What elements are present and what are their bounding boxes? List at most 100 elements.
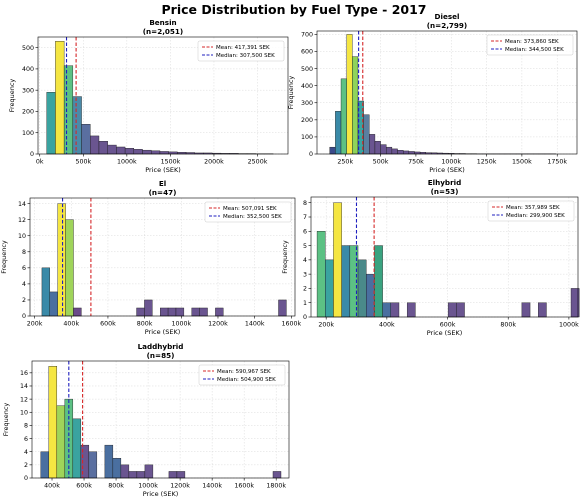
x-tick-label: 1000k	[559, 322, 579, 329]
legend-box	[486, 34, 574, 56]
legend-box	[487, 200, 575, 222]
legend: Mean: 590,967 SEK Median: 504,900 SEK	[198, 364, 286, 386]
y-tick-label: 300	[301, 100, 313, 107]
x-tick-label: 800k	[500, 322, 516, 329]
x-tick-label: 1000k	[117, 159, 137, 166]
x-tick-label: 800k	[108, 483, 124, 490]
histogram-bar	[57, 203, 66, 317]
x-tick-label: 2000k	[204, 159, 224, 166]
histogram-bar	[521, 302, 531, 318]
histogram-bar	[90, 135, 100, 155]
histogram-bar	[176, 471, 186, 479]
x-tick-label: 0k	[36, 159, 44, 166]
subplot-subtitle: (n=53)	[431, 187, 459, 196]
histogram-bar	[538, 302, 547, 318]
y-tick-label: 100	[22, 130, 34, 137]
x-tick-label: 1000k	[171, 321, 191, 328]
legend: Mean: 357,989 SEK Median: 299,900 SEK	[487, 200, 575, 222]
histogram-bar	[73, 307, 82, 317]
x-tick-label: 1000k	[138, 483, 158, 490]
histogram-bar	[390, 302, 400, 318]
y-axis-label: Frequency	[287, 76, 295, 110]
x-axis-label: Price (SEK)	[143, 490, 179, 498]
histogram-bar	[369, 134, 376, 155]
histogram-bar	[366, 273, 375, 318]
histogram-bar	[397, 150, 404, 155]
x-axis-label: Price (SEK)	[429, 166, 465, 174]
subplot-title: Elhybrid	[428, 178, 461, 187]
histogram-bar	[447, 302, 457, 318]
histogram-bar	[72, 96, 82, 155]
subplot-title: Bensin	[149, 18, 176, 27]
x-axis-label: Price (SEK)	[427, 329, 463, 337]
legend-mean-label: Mean: 507,091 SEK	[223, 206, 277, 212]
legend-mean-label: Mean: 417,391 SEK	[216, 45, 270, 51]
subplot-subtitle: (n=2,051)	[143, 27, 183, 36]
histogram-bar	[144, 299, 153, 317]
histogram-bar	[325, 259, 334, 318]
y-tick-label: 6	[22, 265, 26, 272]
legend: Mean: 507,091 SEK Median: 352,500 SEK	[204, 201, 292, 223]
subplot-title: El	[159, 179, 166, 188]
y-tick-label: 3	[303, 271, 307, 278]
subplot-diesel: 0 100 200 300 400 500 600 700 250k 500k 750k 1000k 1…	[287, 12, 578, 174]
histogram-bar	[56, 405, 66, 479]
legend-median-label: Median: 504,900 SEK	[217, 377, 276, 383]
y-tick-label: 100	[301, 134, 313, 141]
subplot-title: Diesel	[435, 12, 460, 21]
x-tick-label: 750k	[408, 159, 424, 166]
y-axis-label: Frequency	[2, 403, 10, 437]
y-tick-label: 14	[18, 201, 26, 208]
histogram-bar	[402, 150, 410, 155]
histogram-bar	[133, 149, 143, 155]
histogram-bar	[346, 34, 353, 155]
histogram-bar	[408, 151, 415, 155]
histogram-bar	[168, 471, 178, 479]
histogram-bar	[391, 148, 398, 155]
histogram-bar	[81, 124, 91, 155]
y-axis-label: Frequency	[0, 240, 8, 274]
histogram-bar	[374, 245, 383, 318]
axes-frame	[29, 197, 296, 317]
y-tick-label: 500	[301, 66, 313, 73]
y-tick-label: 700	[301, 32, 313, 39]
histogram-bar	[316, 231, 326, 318]
histogram-bar	[340, 78, 347, 155]
histogram-bar	[386, 146, 393, 155]
histogram-bar	[104, 444, 114, 479]
histogram-bar	[136, 307, 145, 317]
y-tick-label: 12	[20, 396, 28, 403]
y-tick-label: 300	[22, 87, 34, 94]
y-tick-label: 0	[30, 151, 34, 158]
y-tick-label: 8	[24, 423, 28, 430]
x-tick-label: 1800k	[266, 483, 286, 490]
histogram-bar	[40, 451, 50, 479]
x-tick-label: 400k	[63, 321, 79, 328]
y-axis-label: Frequency	[8, 79, 16, 113]
subplot-elhybrid: 0 1 2 3 4 5 6 7 8 200k 400k 600k 800k 1000k Price (SEK…	[281, 178, 580, 337]
histogram-bar	[382, 302, 391, 318]
y-tick-label: 200	[22, 109, 34, 116]
y-tick-label: 2	[303, 286, 307, 293]
y-tick-label: 0	[303, 314, 307, 321]
histogram-bar	[278, 299, 287, 317]
x-tick-label: 500k	[373, 159, 389, 166]
histogram-bar	[333, 202, 342, 318]
y-tick-label: 0	[309, 151, 313, 158]
y-tick-label: 500	[22, 45, 34, 52]
histogram-bar	[98, 141, 108, 155]
y-axis-label: Frequency	[281, 240, 289, 274]
y-tick-label: 4	[24, 449, 28, 456]
histogram-bar	[374, 140, 381, 155]
histogram-bar	[357, 259, 367, 318]
histogram-bar	[142, 149, 152, 155]
legend-median-label: Median: 352,500 SEK	[223, 214, 282, 220]
histogram-bar	[414, 151, 421, 155]
x-tick-label: 400k	[379, 322, 395, 329]
x-tick-label: 1200k	[208, 321, 228, 328]
histogram-bar	[329, 146, 336, 155]
histogram-bar	[55, 41, 65, 155]
histogram-bar	[65, 219, 74, 317]
histogram-bar	[191, 307, 200, 317]
